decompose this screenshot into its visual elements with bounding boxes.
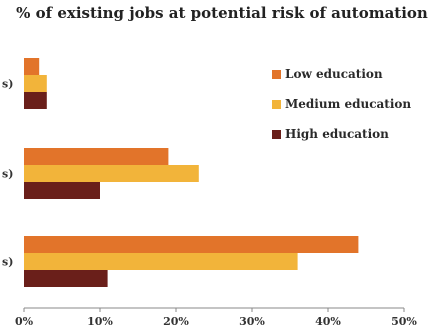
category-label: s) [2, 256, 13, 269]
x-axis: 0% 10% 20% 30% 40% 50% [15, 307, 417, 328]
legend-swatch [272, 70, 281, 79]
x-tick-label: 0% [15, 315, 34, 328]
x-tick-label: 40% [315, 315, 341, 328]
bar-high-education-2 [24, 182, 100, 199]
x-tick-label: 30% [239, 315, 265, 328]
bar-medium-education-2 [24, 165, 199, 182]
x-tick-label: 50% [391, 315, 417, 328]
bar-low-education-2 [24, 148, 169, 165]
legend-label: Medium education [285, 97, 411, 111]
bar-high-education-3 [24, 270, 108, 287]
bar-medium-education-1 [24, 75, 47, 92]
y-axis-category-labels: s) s) s) [2, 78, 13, 269]
legend-label: Low education [285, 67, 383, 81]
category-label: s) [2, 168, 13, 181]
bar-low-education-3 [24, 236, 359, 253]
bar-high-education-1 [24, 92, 47, 109]
bar-medium-education-3 [24, 253, 298, 270]
chart-title: % of existing jobs at potential risk of … [16, 4, 428, 22]
x-tick-label: 10% [87, 315, 113, 328]
legend-label: High education [285, 127, 389, 141]
category-label: s) [2, 78, 13, 91]
legend: Low education Medium education High educat… [272, 67, 411, 141]
legend-swatch [272, 100, 281, 109]
x-tick-label: 20% [163, 315, 189, 328]
legend-swatch [272, 130, 281, 139]
bars-layer [24, 58, 359, 287]
bar-low-education-1 [24, 58, 40, 75]
